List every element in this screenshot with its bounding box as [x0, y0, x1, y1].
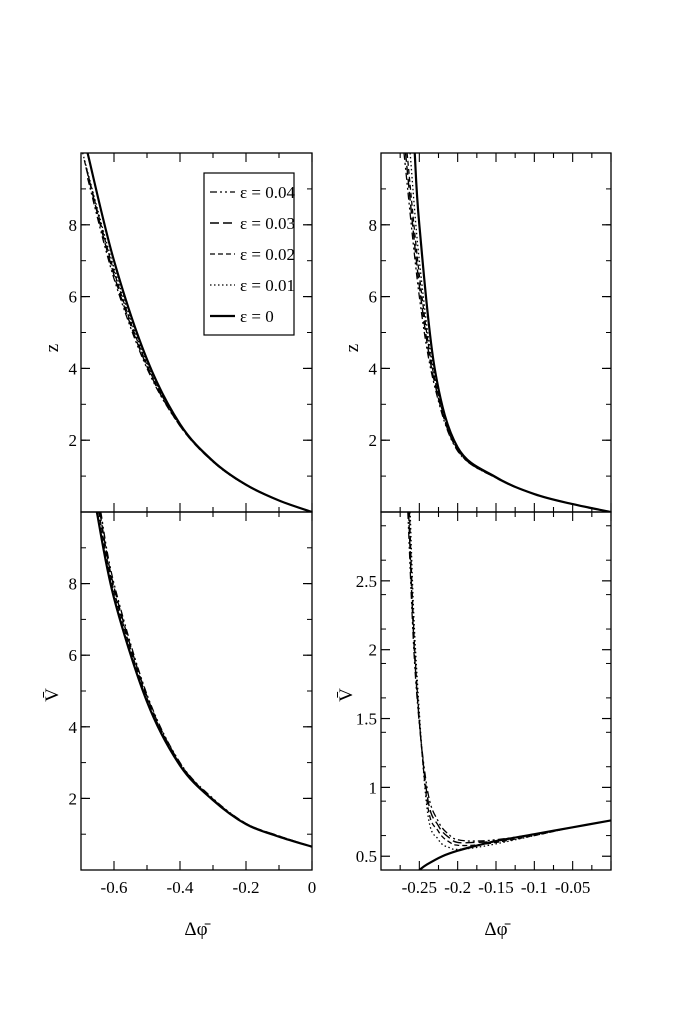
y-tick-label: 1	[369, 778, 378, 797]
panel-frame	[80, 511, 313, 871]
series-line	[407, 512, 611, 842]
legend-items: ε = 0.04 ε = 0.03 ε = 0.02 ε = 0.01 ε = 0	[210, 183, 295, 326]
y-tick-label: 6	[369, 288, 378, 307]
series-line	[99, 512, 312, 848]
y-tick-label: 8	[69, 216, 78, 235]
y-tick-label: 2	[69, 431, 78, 450]
legend-label: ε = 0	[240, 307, 274, 326]
x-tick-label: -0.2	[444, 878, 471, 897]
series-line	[404, 153, 611, 512]
panel-top-right: 2 4 6 8 z	[342, 152, 612, 513]
series-line	[97, 512, 312, 848]
panel-frame	[380, 152, 612, 513]
series-line	[407, 512, 611, 844]
y-axis-label: z	[42, 344, 63, 352]
y-tick-label: 8	[69, 575, 78, 594]
panel-frame	[380, 511, 612, 871]
x-tick-label: -0.25	[402, 878, 437, 897]
series-line	[86, 153, 312, 512]
y-axis-label: V̄	[42, 688, 63, 702]
legend-label: ε = 0.01	[240, 276, 295, 295]
x-tick-label: 0	[308, 878, 317, 897]
y-axis-label: V̄	[336, 688, 357, 702]
y-tick-label: 6	[69, 288, 78, 307]
y-axis-label: z	[342, 344, 363, 352]
y-tick-label: 6	[69, 646, 78, 665]
series-line	[418, 819, 611, 870]
x-tick-label: -0.6	[101, 878, 128, 897]
x-tick-label: -0.4	[167, 878, 194, 897]
x-tick-label: -0.1	[521, 878, 548, 897]
y-tick-label: 2	[369, 641, 378, 660]
series-group	[407, 512, 611, 870]
legend-label: ε = 0.02	[240, 245, 295, 264]
y-tick-label: 2.5	[356, 572, 377, 591]
panels-group: 2 4 6 8 z 2 4 6 8 z 2 4 6 8 -0.6 -0.4 -0.2 0 V̄ 0.5 1 1.5 2 2.5…	[42, 152, 612, 897]
y-tick-label: 2	[69, 789, 78, 808]
series-line	[409, 153, 611, 512]
y-tick-label: 8	[369, 216, 378, 235]
y-tick-label: 1.5	[356, 710, 377, 729]
y-tick-label: 0.5	[356, 847, 377, 866]
series-line	[100, 512, 312, 848]
series-line	[409, 512, 611, 851]
series-line	[406, 153, 611, 512]
x-axis-label-right: Δφ̄	[484, 919, 510, 940]
x-axis-label-left: Δφ̄	[184, 919, 210, 940]
series-group	[82, 153, 312, 512]
panel-bottom-left: 2 4 6 8 -0.6 -0.4 -0.2 0 V̄	[42, 511, 317, 897]
legend-label: ε = 0.04	[240, 183, 295, 202]
panel-bottom-right: 0.5 1 1.5 2 2.5 -0.25 -0.2 -0.15 -0.1 -0.05 V̄	[336, 511, 612, 897]
legend: ε = 0.04 ε = 0.03 ε = 0.02 ε = 0.01 ε = 0	[203, 172, 295, 336]
series-line	[408, 512, 611, 847]
legend-label: ε = 0.03	[240, 214, 295, 233]
x-tick-label: -0.05	[555, 878, 590, 897]
x-tick-label: -0.15	[478, 878, 513, 897]
series-line	[98, 512, 312, 848]
y-tick-label: 4	[369, 359, 378, 378]
y-tick-label: 2	[369, 431, 378, 450]
series-line	[403, 153, 611, 512]
series-group	[403, 153, 611, 512]
x-tick-label: -0.2	[233, 878, 260, 897]
series-line	[413, 153, 611, 512]
y-tick-label: 4	[69, 718, 78, 737]
series-line	[95, 512, 312, 848]
y-tick-label: 4	[69, 359, 78, 378]
series-group	[95, 512, 312, 848]
